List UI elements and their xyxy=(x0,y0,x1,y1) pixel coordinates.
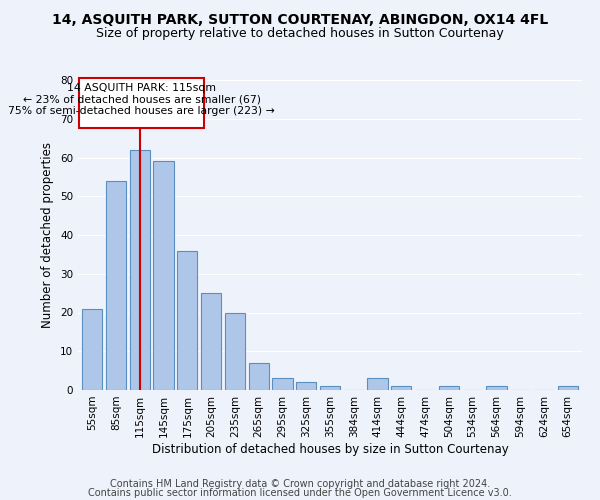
Text: Contains HM Land Registry data © Crown copyright and database right 2024.: Contains HM Land Registry data © Crown c… xyxy=(110,479,490,489)
Text: Size of property relative to detached houses in Sutton Courtenay: Size of property relative to detached ho… xyxy=(96,28,504,40)
Text: 14 ASQUITH PARK: 115sqm: 14 ASQUITH PARK: 115sqm xyxy=(67,83,216,93)
X-axis label: Distribution of detached houses by size in Sutton Courtenay: Distribution of detached houses by size … xyxy=(152,442,508,456)
Text: Contains public sector information licensed under the Open Government Licence v3: Contains public sector information licen… xyxy=(88,488,512,498)
Bar xyxy=(248,363,269,390)
Bar xyxy=(557,386,578,390)
Bar xyxy=(130,150,150,390)
FancyBboxPatch shape xyxy=(79,78,204,128)
Bar xyxy=(154,162,173,390)
Bar xyxy=(439,386,459,390)
Y-axis label: Number of detached properties: Number of detached properties xyxy=(41,142,55,328)
Bar xyxy=(391,386,412,390)
Bar xyxy=(225,312,245,390)
Bar xyxy=(367,378,388,390)
Bar xyxy=(296,382,316,390)
Bar xyxy=(201,293,221,390)
Bar xyxy=(272,378,293,390)
Bar xyxy=(487,386,506,390)
Text: 75% of semi-detached houses are larger (223) →: 75% of semi-detached houses are larger (… xyxy=(8,106,275,116)
Bar xyxy=(82,308,103,390)
Text: ← 23% of detached houses are smaller (67): ← 23% of detached houses are smaller (67… xyxy=(23,94,260,104)
Bar xyxy=(320,386,340,390)
Bar xyxy=(177,250,197,390)
Bar xyxy=(106,180,126,390)
Text: 14, ASQUITH PARK, SUTTON COURTENAY, ABINGDON, OX14 4FL: 14, ASQUITH PARK, SUTTON COURTENAY, ABIN… xyxy=(52,12,548,26)
